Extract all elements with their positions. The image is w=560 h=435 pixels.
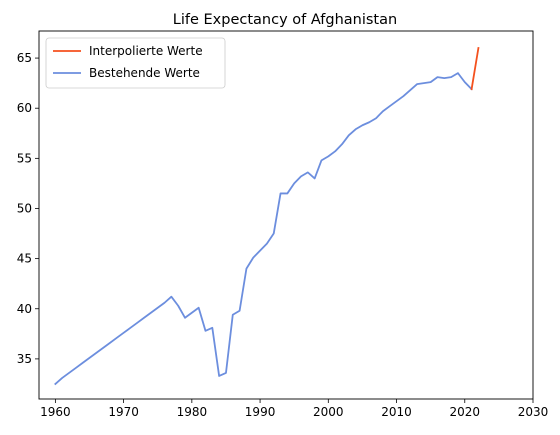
legend-label: Bestehende Werte	[89, 66, 200, 80]
series-line-1	[54, 72, 473, 386]
legend-label: Interpolierte Werte	[89, 44, 203, 58]
chart-title: Life Expectancy of Afghanistan	[173, 12, 397, 28]
plot-frame	[38, 30, 534, 400]
x-tick-label: 1970	[108, 405, 139, 419]
legend-box	[45, 37, 226, 89]
x-tick-label: 2010	[381, 405, 412, 419]
x-tick-label: 2000	[313, 405, 344, 419]
y-tick-label: 50	[17, 201, 32, 215]
x-tick-label: 1990	[245, 405, 276, 419]
legend: Interpolierte Werte Bestehende Werte	[45, 37, 226, 89]
x-tick-label: 2030	[518, 405, 549, 419]
y-tick-label: 35	[17, 352, 32, 366]
y-tick-label: 60	[17, 101, 32, 115]
x-tick-label: 1960	[40, 405, 71, 419]
axes: 1960 1970 1980 1990 2000 2010 2020 2030 35 40 45 50…	[17, 51, 549, 419]
y-tick-label: 45	[17, 252, 32, 266]
y-tick-label: 55	[17, 151, 32, 165]
plot-area	[54, 47, 480, 386]
y-tick-label: 65	[17, 51, 32, 65]
series-line-0	[470, 47, 480, 91]
x-tick-label: 1980	[177, 405, 208, 419]
x-tick-label: 2020	[449, 405, 480, 419]
y-tick-label: 40	[17, 302, 32, 316]
